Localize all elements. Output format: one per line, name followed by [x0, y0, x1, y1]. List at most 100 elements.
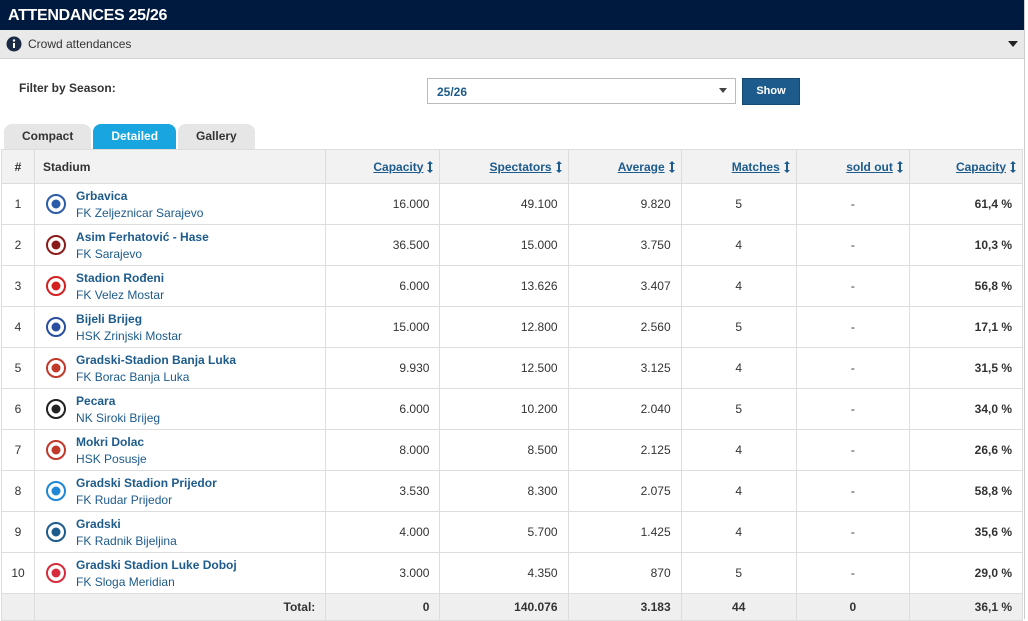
blank	[0, 593, 36, 621]
column-label: Spectators	[489, 159, 552, 174]
sold-out: -	[795, 224, 910, 266]
column-label: Capacity	[955, 159, 1006, 174]
filter-label: Filter by Season:	[19, 81, 116, 95]
sold-out: -	[795, 265, 910, 307]
stadium-text: Gradski Stadion Prijedor FK Rudar Prijedo…	[76, 476, 217, 507]
club-name[interactable]: NK Siroki Brijeg	[76, 410, 161, 425]
tab[interactable]: Gallery	[178, 124, 255, 149]
matches: 4	[680, 265, 797, 307]
total-capacity: 0	[325, 593, 441, 621]
column-header[interactable]: Matches	[680, 149, 797, 184]
info-icon	[6, 36, 22, 52]
stadium-name[interactable]: Gradski	[76, 516, 121, 531]
capacity: 8.000	[325, 429, 441, 471]
show-button[interactable]: Show	[742, 78, 800, 105]
capacity-pct: 35,6 %	[908, 511, 1024, 553]
club-name[interactable]: HSK Zrinjski Mostar	[76, 328, 183, 343]
average: 3.750	[567, 224, 682, 266]
stadium: Gradski Stadion Prijedor FK Rudar Prijedo…	[35, 476, 325, 507]
season-select[interactable]: 25/26	[427, 78, 736, 104]
spectators: 12.500	[439, 347, 569, 389]
stadium-name[interactable]: Mokri Dolac	[76, 434, 145, 449]
club-crest	[46, 358, 67, 378]
stadium: Stadion Rođeni FK Velez Mostar	[35, 271, 325, 302]
table-row: 3 Stadion Rođeni FK Velez Mostar 6.000 13.62…	[0, 265, 1024, 307]
tabs: Compact Detailed Gallery	[0, 123, 1024, 149]
stadium: Grbavica FK Zeljeznicar Sarajevo	[35, 189, 325, 220]
stadium-text: Pecara NK Siroki Brijeg	[76, 394, 160, 425]
club-name[interactable]: FK Borac Banja Luka	[76, 369, 190, 384]
sort-icon	[896, 160, 903, 173]
average: 870	[567, 552, 682, 594]
average: 3.407	[567, 265, 682, 307]
club-name[interactable]: HSK Posusje	[76, 451, 147, 466]
capacity: 9.930	[325, 347, 441, 389]
rank: 3	[0, 265, 36, 307]
column-label: Stadium	[43, 159, 91, 174]
tab[interactable]: Detailed	[93, 124, 177, 149]
table-row: 1 Grbavica FK Zeljeznicar Sarajevo 16.000 49…	[0, 183, 1024, 225]
stadium: Asim Ferhatović - Hase FK Sarajevo	[35, 230, 325, 261]
club-name[interactable]: FK Sloga Meridian	[76, 574, 175, 589]
club-name[interactable]: FK Sarajevo	[76, 246, 143, 261]
stadium: Gradski FK Radnik Bijeljina	[35, 517, 325, 548]
stadium-cell: Stadion Rođeni FK Velez Mostar	[34, 265, 327, 307]
table-row: 10 Gradski Stadion Luke Doboj FK Sloga Mer…	[0, 552, 1024, 594]
club-name[interactable]: FK Velez Mostar	[76, 287, 165, 302]
club-crest	[46, 440, 67, 460]
total-matches: 44	[680, 593, 797, 621]
column-header[interactable]: Capacity	[908, 149, 1024, 184]
capacity-pct: 10,3 %	[908, 224, 1024, 266]
total-average: 3.183	[567, 593, 682, 621]
column-header[interactable]: Average	[567, 149, 682, 184]
attendance-table: # Stadium Capacity Spectators Average Matches…	[0, 149, 1024, 621]
column-label: Matches	[731, 159, 780, 174]
stadium-name[interactable]: Stadion Rođeni	[76, 270, 165, 285]
stadium-name[interactable]: Gradski Stadion Luke Doboj	[76, 557, 237, 572]
total-capacity-pct: 36,1 %	[908, 593, 1024, 621]
sort-icon	[1010, 160, 1016, 173]
rank: 9	[0, 511, 36, 553]
table-row: 9 Gradski FK Radnik Bijeljina 4.000 5.700 1.4…	[0, 511, 1024, 553]
stadium-name[interactable]: Pecara	[76, 393, 116, 408]
club-crest	[46, 481, 67, 501]
column-header: #	[0, 149, 36, 184]
stadium: Mokri Dolac HSK Posusje	[35, 435, 325, 466]
stadium-text: Gradski Stadion Luke Doboj FK Sloga Merid…	[76, 558, 237, 589]
panel-header[interactable]: Crowd attendances	[0, 30, 1024, 59]
capacity: 16.000	[325, 183, 441, 225]
stadium-cell: Mokri Dolac HSK Posusje	[34, 429, 327, 471]
column-label: sold out	[846, 159, 893, 174]
column-header[interactable]: Capacity	[325, 149, 441, 184]
club-name[interactable]: FK Zeljeznicar Sarajevo	[76, 205, 204, 220]
stadium-name[interactable]: Gradski Stadion Prijedor	[76, 475, 217, 490]
rank: 6	[0, 388, 36, 430]
club-name[interactable]: FK Rudar Prijedor	[76, 492, 173, 507]
tab[interactable]: Compact	[4, 124, 92, 149]
stadium-name[interactable]: Gradski-Stadion Banja Luka	[76, 352, 237, 367]
capacity: 3.530	[325, 470, 441, 512]
average: 1.425	[567, 511, 682, 553]
rank: 4	[0, 306, 36, 348]
panel-title: Crowd attendances	[28, 37, 132, 51]
capacity: 4.000	[325, 511, 441, 553]
stadium-name[interactable]: Bijeli Brijeg	[76, 311, 143, 326]
column-header[interactable]: Spectators	[439, 149, 569, 184]
capacity: 15.000	[325, 306, 441, 348]
stadium-name[interactable]: Asim Ferhatović - Hase	[76, 229, 209, 244]
total-label: Total:	[34, 593, 327, 621]
rank: 8	[0, 470, 36, 512]
stadium-cell: Gradski Stadion Prijedor FK Rudar Prijedo…	[34, 470, 327, 512]
filter-area: Filter by Season: 25/26 Show	[0, 59, 1024, 121]
collapse-icon[interactable]	[1008, 41, 1018, 47]
club-crest	[46, 235, 67, 255]
club-name[interactable]: FK Radnik Bijeljina	[76, 533, 177, 548]
table-row: 2 Asim Ferhatović - Hase FK Sarajevo 36.500…	[0, 224, 1024, 266]
matches: 5	[680, 183, 797, 225]
column-header[interactable]: sold out	[795, 149, 910, 184]
stadium-cell: Pecara NK Siroki Brijeg	[34, 388, 327, 430]
stadium-name[interactable]: Grbavica	[76, 188, 128, 203]
capacity-pct: 34,0 %	[908, 388, 1024, 430]
column-header: Stadium	[34, 149, 327, 184]
table-row: 7 Mokri Dolac HSK Posusje 8.000 8.500 2.125 4-…	[0, 429, 1024, 471]
